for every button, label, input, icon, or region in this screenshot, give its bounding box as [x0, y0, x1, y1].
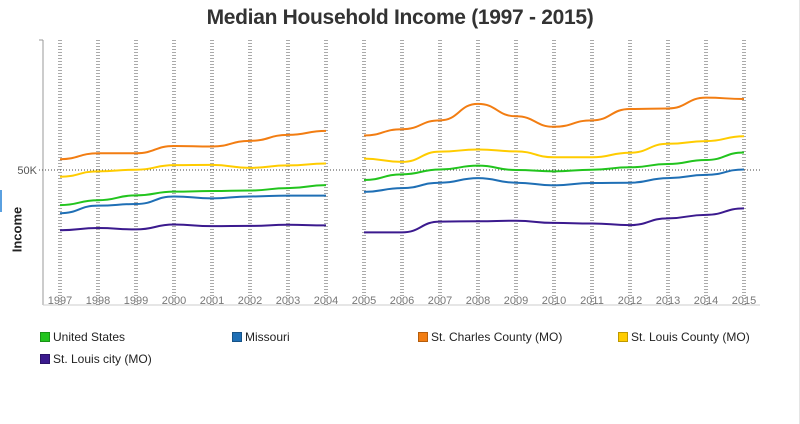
- series-line: [59, 194, 326, 215]
- legend-label: St. Louis County (MO): [631, 330, 750, 344]
- x-tick-label: 2014: [694, 295, 718, 307]
- x-tick-label: 2000: [162, 295, 186, 307]
- series-line: [363, 135, 745, 163]
- legend-swatch: [40, 354, 50, 364]
- x-tick-label: 2001: [200, 295, 224, 307]
- series-line: [363, 207, 745, 234]
- x-tick-label: 2009: [504, 295, 528, 307]
- x-tick-label: 2011: [580, 295, 604, 307]
- series-line: [363, 151, 745, 181]
- series-line: [59, 223, 327, 232]
- x-tick-label: 1997: [48, 295, 72, 307]
- legend-item[interactable]: St. Charles County (MO): [418, 330, 562, 344]
- legend-item[interactable]: Missouri: [232, 330, 290, 344]
- chart-title: Median Household Income (1997 - 2015): [206, 6, 594, 29]
- legend-item[interactable]: St. Louis County (MO): [618, 330, 750, 344]
- legend-swatch: [418, 332, 428, 342]
- x-tick-label: 2010: [542, 295, 566, 307]
- legend-item[interactable]: St. Louis city (MO): [40, 352, 152, 366]
- y-tick-label: 50K: [17, 165, 37, 177]
- legend-label: Missouri: [245, 330, 290, 344]
- legend-label: United States: [53, 330, 126, 344]
- x-tick-label: 2006: [390, 295, 414, 307]
- x-tick-label: 2008: [466, 295, 490, 307]
- legend-swatch: [232, 332, 242, 342]
- x-tick-label: 2004: [314, 295, 338, 307]
- window-edge-marker: [0, 190, 6, 212]
- legend-label: St. Louis city (MO): [53, 352, 152, 366]
- legend-item[interactable]: United States: [40, 330, 125, 344]
- series-line: [363, 168, 745, 193]
- x-tick-label: 2002: [238, 295, 262, 307]
- series-line: [59, 184, 327, 207]
- series-line: [59, 162, 327, 178]
- series-line: [363, 96, 745, 137]
- legend-swatch: [40, 332, 50, 342]
- x-tick-label: 2012: [618, 295, 642, 307]
- x-tick-label: 2005: [352, 295, 376, 307]
- x-tick-label: 2015: [732, 295, 756, 307]
- legend-label: St. Charles County (MO): [431, 330, 563, 344]
- x-tick-label: 2007: [428, 295, 452, 307]
- series-line: [59, 129, 327, 161]
- x-tick-label: 2013: [656, 295, 680, 307]
- x-tick-label: 1998: [86, 295, 110, 307]
- legend-swatch: [618, 332, 628, 342]
- x-tick-label: 1999: [124, 295, 148, 307]
- x-tick-label: 2003: [276, 295, 300, 307]
